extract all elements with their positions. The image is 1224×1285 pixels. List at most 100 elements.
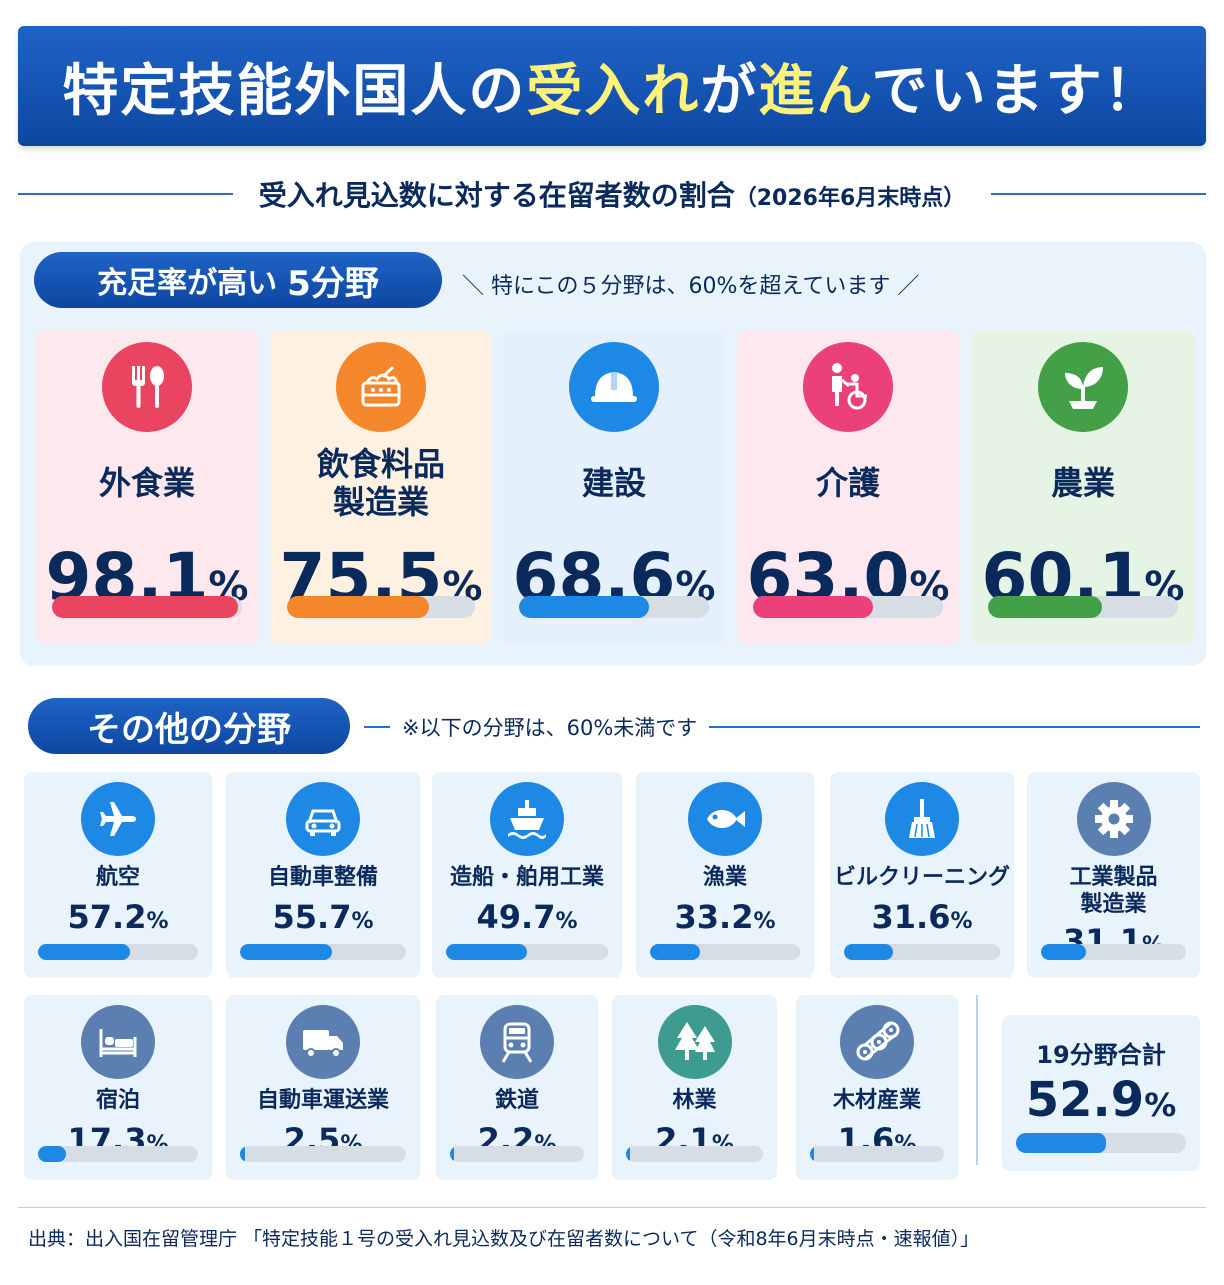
top-field-label: 飲食料品 製造業: [316, 445, 445, 521]
other-field-bar-fill: [446, 944, 527, 960]
logs-icon: [840, 1005, 914, 1079]
ship-icon: [490, 782, 564, 856]
top-field-bar-track: [52, 596, 242, 618]
other-field-bar-fill: [38, 944, 130, 960]
top-field-card: 外食業 98.1%: [36, 330, 258, 644]
airplane-icon: [81, 782, 155, 856]
other-field-bar-fill: [38, 1146, 66, 1162]
subtitle-main: 受入れ見込数に対する在留者数の割合: [258, 179, 735, 212]
top-field-bar-fill: [52, 596, 239, 618]
subtitle-line-left: [18, 193, 233, 195]
top-section-pill: 充足率が高い 5分野: [34, 252, 442, 308]
other-field-bar-track: [38, 944, 198, 960]
other-field-bar-fill: [650, 944, 700, 960]
top-field-bar-track: [988, 596, 1178, 618]
other-field-value: 57.2%: [68, 898, 169, 936]
title-banner: 特定技能外国人の受入れが進んでいます！: [18, 26, 1206, 146]
top-field-bar-fill: [519, 596, 650, 618]
subtitle: 受入れ見込数に対する在留者数の割合（2026年6月末時点）: [233, 174, 992, 214]
total-value-percent: %: [1144, 1086, 1177, 1124]
bed-icon: [81, 1005, 155, 1079]
note-line: [709, 726, 1200, 728]
top-field-bar-fill: [287, 596, 429, 618]
trees-icon: [657, 1005, 732, 1079]
other-field-bar-track: [650, 944, 800, 960]
other-field-label: 漁業: [702, 865, 747, 890]
other-field-value-percent: %: [351, 909, 374, 934]
hard-hat-icon: [569, 342, 659, 432]
other-field-value: 31.6%: [872, 898, 973, 936]
top-field-card: 介護 63.0%: [737, 330, 959, 644]
other-field-label: 宿泊: [95, 1088, 140, 1113]
other-field-bar-track: [240, 944, 406, 960]
top-pill-count: 5分野: [287, 263, 379, 304]
subtitle-date: （2026年6月末時点）: [734, 186, 966, 211]
other-field-value-number: 49.7: [476, 898, 556, 936]
other-field-label: 自動車運送業: [256, 1088, 389, 1113]
other-field-bar-fill: [626, 1146, 631, 1162]
title-part-3: でいます！: [871, 58, 1162, 124]
wheelchair-care-icon: [803, 342, 893, 432]
total-bar-fill: [1016, 1133, 1106, 1153]
other-field-bar-fill: [810, 1146, 815, 1162]
other-section-note-row: ※以下の分野は、60%未満です: [364, 712, 1200, 742]
top-field-card: 建設 68.6%: [503, 330, 725, 644]
other-field-value-number: 33.2: [674, 898, 754, 936]
title-part-2: が: [700, 58, 759, 124]
other-field-bar-track: [810, 1146, 944, 1162]
top-pill-label: 充足率が高い: [97, 266, 278, 301]
other-field-card: 宿泊 17.3%: [24, 995, 212, 1180]
title-part-1: 特定技能外国人の: [62, 58, 527, 124]
sprout-icon: [1038, 342, 1128, 432]
note-dash: [364, 726, 390, 728]
total-bar-track: [1016, 1133, 1186, 1153]
other-field-value-number: 57.2: [67, 898, 147, 936]
top-field-bar-track: [753, 596, 943, 618]
other-field-bar-fill: [240, 1146, 245, 1162]
other-field-bar-track: [450, 1146, 584, 1162]
other-field-value-percent: %: [753, 909, 776, 934]
other-field-value-percent: %: [950, 909, 973, 934]
other-field-value: 33.2%: [675, 898, 776, 936]
other-field-label: ビルクリーニング: [833, 865, 1010, 890]
other-section-pill: その他の分野: [28, 698, 350, 754]
total-separator: [976, 995, 978, 1165]
other-field-bar-fill: [450, 1146, 455, 1162]
other-field-card: 木材産業 1.6%: [796, 995, 958, 1180]
other-field-value-percent: %: [146, 909, 169, 934]
other-field-card: ビルクリーニング 31.6%: [830, 772, 1014, 978]
other-field-label: 造船・舶用工業: [449, 865, 604, 890]
total-card: 19分野合計 52.9%: [1002, 1015, 1200, 1171]
top-field-label: 建設: [581, 464, 646, 502]
other-field-card: 自動車運送業 2.5%: [226, 995, 420, 1180]
top-field-bar-track: [287, 596, 475, 618]
other-field-card: 鉄道 2.2%: [436, 995, 598, 1180]
subtitle-row: 受入れ見込数に対する在留者数の割合（2026年6月末時点）: [18, 172, 1206, 216]
fish-icon: [688, 782, 762, 856]
other-field-bar-track: [240, 1146, 406, 1162]
train-icon: [480, 1005, 554, 1079]
other-field-value-number: 31.6: [871, 898, 951, 936]
top-field-card: 農業 60.1%: [972, 330, 1194, 644]
total-value: 52.9%: [1026, 1072, 1177, 1128]
other-field-card: 林業 2.1%: [612, 995, 777, 1180]
title-highlight-2: 進ん: [758, 58, 872, 124]
other-field-label: 鉄道: [494, 1088, 539, 1113]
fork-spoon-icon: [102, 342, 192, 432]
other-field-card: 漁業 33.2%: [636, 772, 814, 978]
top-field-card: 飲食料品 製造業 75.5%: [271, 330, 491, 644]
other-field-label: 自動車整備: [267, 865, 378, 890]
other-field-card: 航空 57.2%: [24, 772, 212, 978]
broom-icon: [885, 782, 959, 856]
top-section-note: ＼ 特にこの５分野は、60%を超えています ／: [462, 274, 920, 299]
other-field-bar-fill: [1041, 944, 1087, 960]
top-field-label: 外食業: [98, 464, 195, 502]
other-field-bar-track: [446, 944, 608, 960]
other-section-note: ※以下の分野は、60%未満です: [402, 716, 698, 740]
other-field-label: 木材産業: [832, 1088, 921, 1113]
top-field-bar-track: [519, 596, 709, 618]
other-field-label: 工業製品 製造業: [1069, 865, 1158, 917]
gear-icon: [1076, 782, 1151, 856]
food-factory-icon: [336, 342, 426, 432]
top-field-label: 農業: [1050, 464, 1115, 502]
